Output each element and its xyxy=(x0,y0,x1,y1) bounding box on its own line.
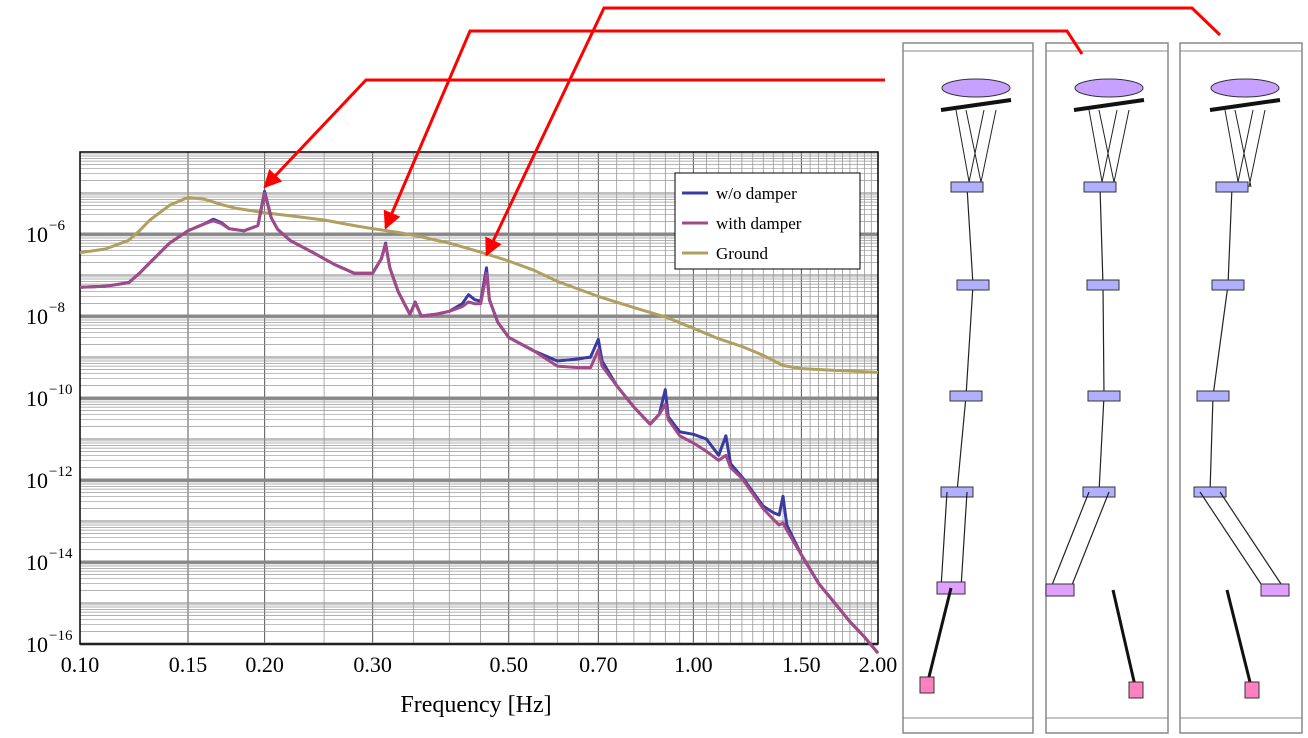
test-mass xyxy=(1128,681,1144,699)
y-tick-base: 10 xyxy=(26,386,48,411)
mode-shape-panel-1 xyxy=(902,42,1034,734)
mode-shape-panel-2 xyxy=(1045,42,1169,734)
marionette-wires xyxy=(1049,491,1110,591)
series-layer xyxy=(79,189,880,655)
x-tick-label: 0.50 xyxy=(489,652,528,677)
filter-stage xyxy=(949,390,983,402)
annotation-arrow-3 xyxy=(485,6,1222,257)
pendulum-chain xyxy=(1209,186,1233,493)
panel-frame xyxy=(1179,42,1303,734)
filter-stage xyxy=(940,486,974,498)
test-mass xyxy=(1244,681,1260,699)
y-tick-exponent: −8 xyxy=(49,300,65,316)
top-stage xyxy=(941,78,1011,98)
annotation-arrows xyxy=(263,6,1222,257)
x-tick-label: 2.00 xyxy=(859,652,898,677)
mode-shape-panel-3 xyxy=(1179,42,1303,734)
top-frame xyxy=(1209,98,1281,112)
mode-shape-panels xyxy=(902,42,1303,734)
marionette-wires xyxy=(1199,491,1286,591)
y-tick-exponent: −12 xyxy=(49,464,72,480)
test-mass-wire xyxy=(1111,589,1138,691)
filter-stage xyxy=(1196,390,1230,402)
pendulum-chain xyxy=(956,186,974,493)
suspension-wires xyxy=(955,109,997,188)
legend-label: with damper xyxy=(716,214,802,233)
y-tick-base: 10 xyxy=(26,550,48,575)
filter-stage xyxy=(956,279,990,291)
x-tick-label: 0.70 xyxy=(579,652,618,677)
filter-stage xyxy=(1215,181,1249,193)
x-tick-label: 0.20 xyxy=(245,652,284,677)
filter-stage xyxy=(1086,279,1120,291)
y-tick-base: 10 xyxy=(26,632,48,657)
pendulum-chain xyxy=(1098,186,1105,493)
filter-stage xyxy=(1193,486,1227,498)
legend-label: w/o damper xyxy=(716,184,797,203)
marionette xyxy=(1045,583,1075,597)
filter-stage xyxy=(1082,486,1116,498)
y-tick-base: 10 xyxy=(26,304,48,329)
top-stage xyxy=(1210,78,1280,98)
top-frame xyxy=(1073,98,1145,112)
series-line-with-damper xyxy=(79,191,880,655)
test-mass xyxy=(919,676,935,694)
filter-stage xyxy=(1083,181,1117,193)
marionette-wires xyxy=(940,491,968,589)
y-tick-exponent: −10 xyxy=(49,382,72,398)
series-line-ground xyxy=(79,195,879,374)
suspension-wires xyxy=(1224,109,1266,188)
legend: w/o damper with damper Ground xyxy=(674,172,861,270)
legend-label: Ground xyxy=(716,244,768,263)
y-tick-exponent: −6 xyxy=(49,218,65,234)
annotation-arrow-2 xyxy=(383,29,1084,230)
x-tick-label: 1.50 xyxy=(782,652,821,677)
panel-frame xyxy=(902,42,1034,734)
filter-stage xyxy=(1211,279,1245,291)
suspension-wires xyxy=(1088,109,1130,188)
plot-frame xyxy=(79,151,879,645)
annotation-arrow-1 xyxy=(263,78,885,189)
x-tick-labels: 0.10 0.15 0.20 0.30 0.50 0.70 1.00 1.50 2.00 xyxy=(61,652,898,677)
top-frame xyxy=(940,98,1012,112)
y-tick-exponent: −14 xyxy=(49,546,73,562)
test-mass-wire xyxy=(1225,589,1254,691)
x-tick-label: 1.00 xyxy=(674,652,713,677)
x-tick-label: 0.10 xyxy=(61,652,100,677)
x-tick-label: 0.30 xyxy=(353,652,392,677)
x-axis-label: Frequency [Hz] xyxy=(400,692,551,718)
filter-stage xyxy=(1087,390,1121,402)
y-tick-base: 10 xyxy=(26,468,48,493)
test-mass-wire xyxy=(925,587,953,686)
y-tick-exponent: −16 xyxy=(49,628,73,644)
marionette xyxy=(1260,583,1290,597)
x-tick-label: 0.15 xyxy=(169,652,208,677)
top-stage xyxy=(1074,78,1144,98)
filter-stage xyxy=(950,181,984,193)
y-tick-base: 10 xyxy=(26,222,48,247)
